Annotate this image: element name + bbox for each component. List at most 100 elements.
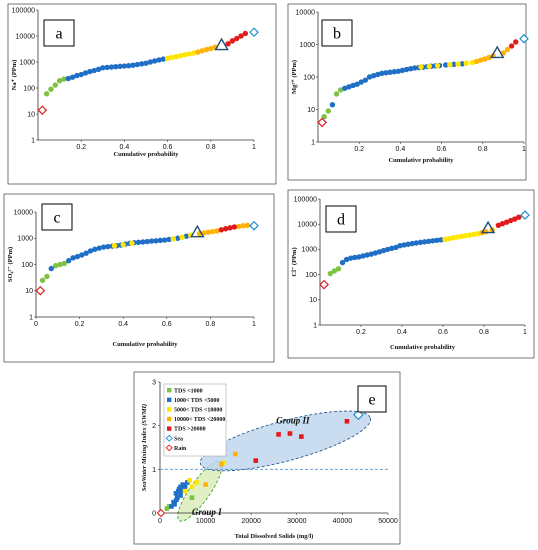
data-point xyxy=(61,76,67,82)
sea-diamond-point xyxy=(520,210,530,220)
y-tick-label: 10 xyxy=(27,111,35,118)
y-tick-label: 1 xyxy=(313,322,317,329)
sea-diamond-point xyxy=(249,27,259,38)
x-tick-label: 0 xyxy=(158,518,162,525)
data-point xyxy=(240,223,246,229)
data-point xyxy=(397,243,403,249)
legend-swatch xyxy=(165,444,173,452)
data-point xyxy=(151,58,158,64)
data-point xyxy=(356,254,362,260)
data-point xyxy=(83,250,89,256)
y-tick-label: 100 xyxy=(23,85,35,92)
legend-box xyxy=(163,383,227,457)
data-point xyxy=(454,234,461,240)
data-point xyxy=(242,30,249,37)
x-axis-label: Total Dissolved Solids (mg/l) xyxy=(235,533,314,540)
data-point xyxy=(276,432,281,437)
x-tick-label: 10000 xyxy=(196,518,216,525)
y-tick-label: 0 xyxy=(152,511,156,518)
data-point xyxy=(486,54,492,61)
data-point xyxy=(117,63,123,70)
group-ii-label: Group II xyxy=(276,415,310,425)
panel-frame xyxy=(287,189,535,359)
data-point xyxy=(418,64,424,70)
y-axis-label: Na⁺ (PPm) xyxy=(11,60,18,91)
x-tick-label: 1 xyxy=(523,329,527,336)
data-point xyxy=(503,219,510,225)
data-point xyxy=(104,64,110,71)
legend-swatch xyxy=(167,397,172,402)
data-point xyxy=(442,236,448,243)
data-point xyxy=(508,43,515,49)
x-tick-label: 1 xyxy=(252,144,256,151)
data-point xyxy=(462,232,469,239)
legend-label: Sea xyxy=(174,436,183,442)
data-point xyxy=(360,253,366,259)
data-point xyxy=(234,35,240,42)
y-tick-label: 1000 xyxy=(301,247,317,254)
data-point xyxy=(74,72,80,79)
y-tick-label: 100 xyxy=(305,272,317,279)
data-point xyxy=(475,230,481,237)
data-point xyxy=(344,419,350,424)
data-point xyxy=(342,85,348,91)
data-point xyxy=(208,45,214,52)
x-axis-label: Cumulative probability xyxy=(113,151,179,158)
x-tick-label: 0.4 xyxy=(396,146,406,153)
data-point xyxy=(186,51,192,57)
data-point xyxy=(147,59,154,65)
data-point xyxy=(203,46,210,53)
data-point xyxy=(66,257,72,264)
data-point xyxy=(113,63,119,70)
data-point xyxy=(358,79,364,85)
data-point xyxy=(203,482,208,487)
x-tick-label: 0.6 xyxy=(163,144,173,151)
x-tick-label: 0.6 xyxy=(438,329,448,336)
rain-diamond-point xyxy=(35,285,46,296)
data-point xyxy=(129,240,135,246)
y-axis-label: SeaWater Mixing Index (SWMI) xyxy=(141,404,148,491)
data-point xyxy=(82,70,89,76)
data-point xyxy=(504,46,511,53)
x-axis-label: Cumulative probability xyxy=(112,341,178,348)
data-point xyxy=(331,268,338,274)
data-point xyxy=(370,72,377,79)
rain-diamond-point xyxy=(37,105,48,116)
data-point xyxy=(447,61,453,68)
data-point xyxy=(57,261,63,268)
data-point xyxy=(100,65,106,71)
y-tick-label: 1000 xyxy=(19,59,35,66)
data-point xyxy=(121,63,128,69)
panel-a: 1 10 100 1000 10000 100000 0.2 0.4 0.6 0.8 1 Cumula… xyxy=(7,3,277,185)
data-point xyxy=(507,217,514,224)
panel-b: 1 10 100 1000 10000 0.2 0.4 0.6 0.8 1 Cumulative p… xyxy=(287,3,529,181)
data-point xyxy=(91,67,97,74)
data-point xyxy=(384,246,391,253)
y-tick-label: 1 xyxy=(31,137,35,144)
x-tick-label: 0.8 xyxy=(478,146,488,153)
data-point xyxy=(368,251,374,257)
data-point xyxy=(417,239,424,246)
data-point xyxy=(65,75,71,82)
data-point xyxy=(169,54,175,61)
data-point xyxy=(39,277,46,284)
triangle-marker xyxy=(480,220,496,234)
x-axis-label: Cumulative probability xyxy=(388,157,454,164)
data-point xyxy=(362,77,369,83)
data-point xyxy=(126,63,132,69)
triangle-marker xyxy=(190,224,205,238)
data-point xyxy=(178,493,183,498)
data-point xyxy=(513,39,519,45)
panel-letter: e xyxy=(368,392,375,409)
legend-label: 10000< TDS <20000 xyxy=(174,417,225,423)
data-point xyxy=(350,82,356,89)
legend-label: 5000< TDS <10000 xyxy=(174,408,222,414)
data-point xyxy=(225,41,231,47)
data-point xyxy=(339,259,346,266)
data-point xyxy=(395,68,402,74)
data-point xyxy=(189,495,195,501)
data-point xyxy=(413,240,420,246)
data-point xyxy=(399,67,406,74)
data-point xyxy=(333,91,340,97)
